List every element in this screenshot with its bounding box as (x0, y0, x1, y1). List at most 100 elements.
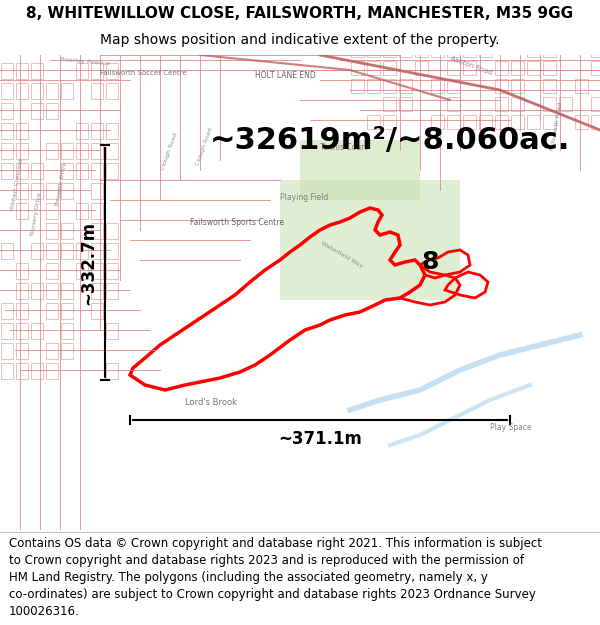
Bar (463, 43, 476, 57)
Bar (511, 97, 524, 111)
Bar (31, 103, 43, 119)
Bar (495, 115, 508, 129)
Text: Lord's Brook: Lord's Brook (185, 398, 237, 407)
Bar (61, 183, 73, 199)
Bar (31, 63, 43, 79)
Text: Waterfield Way: Waterfield Way (320, 241, 364, 269)
Bar (447, 97, 460, 111)
Bar (1, 163, 13, 179)
Bar (527, 43, 540, 57)
Bar (76, 203, 88, 219)
Bar (591, 43, 600, 57)
Bar (351, 79, 364, 93)
Bar (1, 343, 13, 359)
Bar (16, 143, 28, 159)
Bar (46, 143, 58, 159)
Text: Nursery Drive: Nursery Drive (30, 192, 43, 236)
Bar (46, 223, 58, 239)
Bar (16, 343, 28, 359)
Bar (399, 79, 412, 93)
Text: Ashton Road: Ashton Road (450, 56, 493, 76)
Bar (91, 263, 103, 279)
Bar (106, 83, 118, 99)
Bar (106, 163, 118, 179)
Text: Failsworth Road: Failsworth Road (550, 101, 563, 151)
Bar (106, 223, 118, 239)
Bar (76, 143, 88, 159)
Bar (106, 323, 118, 339)
Text: Hibbert Crescent: Hibbert Crescent (10, 158, 24, 211)
Bar (91, 283, 103, 299)
Bar (431, 115, 444, 129)
Bar (31, 243, 43, 259)
Bar (31, 283, 43, 299)
Bar (106, 363, 118, 379)
Bar (399, 43, 412, 57)
Bar (46, 263, 58, 279)
Text: Clough Road: Clough Road (195, 127, 213, 166)
Text: Map shows position and indicative extent of the property.: Map shows position and indicative extent… (100, 32, 500, 47)
Bar (1, 103, 13, 119)
Bar (61, 243, 73, 259)
Bar (91, 63, 103, 79)
Text: HM Land Registry. The polygons (including the associated geometry, namely x, y: HM Land Registry. The polygons (includin… (9, 571, 488, 584)
Bar (76, 243, 88, 259)
Bar (91, 243, 103, 259)
Bar (76, 63, 88, 79)
Bar (106, 123, 118, 139)
Bar (46, 283, 58, 299)
Bar (575, 115, 588, 129)
Bar (575, 79, 588, 93)
Text: ~371.1m: ~371.1m (278, 430, 362, 448)
Bar (447, 79, 460, 93)
Bar (61, 343, 73, 359)
Bar (16, 363, 28, 379)
Bar (91, 163, 103, 179)
Bar (367, 115, 380, 129)
Text: Playing Field: Playing Field (280, 193, 328, 202)
Bar (479, 43, 492, 57)
Bar (16, 83, 28, 99)
Bar (383, 61, 396, 75)
Bar (91, 183, 103, 199)
Text: Tennis Court: Tennis Court (320, 143, 367, 152)
Bar (106, 143, 118, 159)
Bar (91, 303, 103, 319)
Bar (91, 83, 103, 99)
Bar (16, 303, 28, 319)
Bar (46, 343, 58, 359)
Bar (46, 243, 58, 259)
Bar (559, 97, 572, 111)
Bar (543, 79, 556, 93)
Bar (106, 243, 118, 259)
Bar (16, 183, 28, 199)
Text: to Crown copyright and database rights 2023 and is reproduced with the permissio: to Crown copyright and database rights 2… (9, 554, 524, 567)
Bar (1, 123, 13, 139)
Bar (31, 163, 43, 179)
Bar (591, 97, 600, 111)
Bar (46, 83, 58, 99)
Bar (351, 61, 364, 75)
Text: Contains OS data © Crown copyright and database right 2021. This information is : Contains OS data © Crown copyright and d… (9, 537, 542, 549)
Text: Clough Road: Clough Road (160, 132, 178, 171)
Bar (31, 363, 43, 379)
Text: Failsworth Sports Centre: Failsworth Sports Centre (190, 218, 284, 227)
Text: co-ordinates) are subject to Crown copyright and database rights 2023 Ordnance S: co-ordinates) are subject to Crown copyr… (9, 588, 536, 601)
Bar (76, 163, 88, 179)
Text: Play Space: Play Space (490, 423, 532, 432)
Bar (31, 183, 43, 199)
Bar (46, 363, 58, 379)
Bar (367, 43, 380, 57)
Bar (383, 79, 396, 93)
Bar (106, 283, 118, 299)
Bar (31, 83, 43, 99)
Bar (591, 61, 600, 75)
Bar (76, 263, 88, 279)
Bar (16, 63, 28, 79)
Text: 8: 8 (421, 250, 439, 274)
Bar (61, 163, 73, 179)
Text: Brierley Avenue: Brierley Avenue (60, 57, 110, 66)
Bar (16, 323, 28, 339)
Bar (383, 115, 396, 129)
Bar (61, 283, 73, 299)
